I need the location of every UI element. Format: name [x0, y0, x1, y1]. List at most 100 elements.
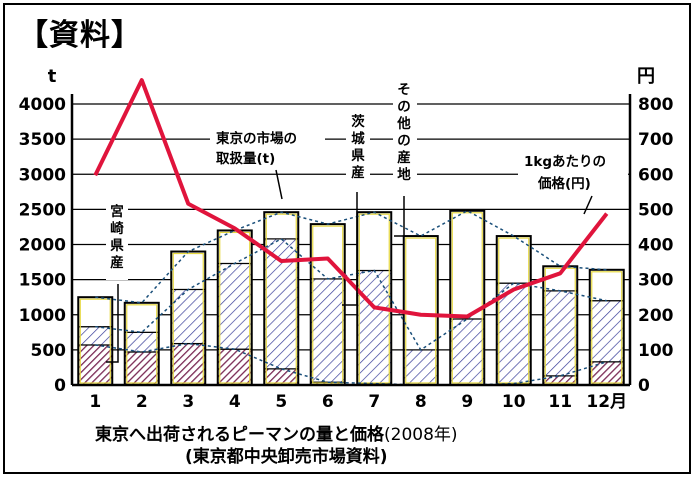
bar-rim [544, 267, 576, 384]
document-title: 【資料】 [18, 18, 142, 53]
bar-segment [124, 302, 160, 333]
annotation-other: そ [397, 82, 411, 98]
x-tick-label: 5 [275, 392, 287, 412]
annotation-other: の [397, 99, 411, 115]
annotation-bg [346, 110, 370, 190]
bar-segment [542, 375, 578, 386]
leader-line [275, 169, 283, 200]
annotation-bg [106, 200, 128, 280]
right-axis-unit: 円 [637, 66, 655, 87]
bar-rim [79, 298, 111, 384]
chart-source: (東京都中央卸売市場資料) [185, 446, 388, 467]
x-tick-label: 6 [322, 392, 334, 412]
dashed-connector [95, 209, 607, 304]
dashed-connector [95, 342, 607, 386]
chart-title-main: 東京へ出荷されるピーマンの量と価格 [95, 424, 385, 445]
annotation-miyazaki: 産 [110, 254, 124, 271]
bar-segment [217, 348, 253, 386]
bar-segment [356, 211, 392, 272]
bar-segment [77, 326, 113, 346]
bar-segment [170, 250, 206, 291]
x-tick-label: 3 [182, 392, 194, 412]
annotation-market-volume: 東京の市場の [216, 130, 297, 147]
bar-segment [124, 351, 160, 386]
chart-title-year: (2008年) [384, 425, 458, 445]
y-right-tick-label: 0 [638, 376, 650, 396]
x-tick-label: 4 [229, 392, 241, 412]
bar-segment [170, 288, 206, 345]
y-left-tick-label: 3000 [19, 165, 66, 185]
x-tick-label: 1 [89, 392, 101, 412]
y-right-tick-label: 300 [638, 271, 674, 291]
annotation-miyazaki: 宮 [110, 203, 124, 220]
annotation-ibaraki: 茨 [351, 113, 365, 130]
bar-segment [263, 238, 299, 370]
chart-title: 東京へ出荷されるピーマンの量と価格(2008年) [95, 424, 458, 445]
x-tick-label: 10 [502, 392, 526, 412]
bar-segment [589, 361, 625, 386]
annotation-bg [518, 150, 628, 194]
dashed-connector [95, 237, 607, 351]
annotation-miyazaki: 崎 [110, 220, 124, 237]
bar-rim [358, 213, 390, 384]
annotation-bg [393, 78, 417, 190]
x-tick-label: 8 [415, 392, 427, 412]
bar-segment [170, 342, 206, 386]
bar-segment [403, 235, 439, 351]
bar-segment [496, 282, 532, 385]
annotation-bg [210, 127, 325, 167]
bar-rim [126, 304, 158, 384]
figure-frame [3, 3, 691, 474]
bar-segment [77, 296, 113, 328]
x-tick-label: 11 [548, 392, 572, 412]
y-left-tick-label: 4000 [19, 95, 66, 115]
bar-rim [591, 271, 623, 384]
bar-segment [310, 278, 346, 383]
y-left-tick-label: 2000 [19, 236, 66, 256]
bar-segment [449, 318, 485, 386]
left-axis-unit: t [48, 66, 57, 87]
x-tick-label: 12月 [586, 392, 627, 412]
price-line [93, 78, 609, 319]
y-right-tick-label: 600 [638, 165, 674, 185]
y-right-tick-label: 800 [638, 95, 674, 115]
y-right-tick-label: 500 [638, 200, 674, 220]
bar-segment [449, 210, 485, 320]
bar-segment [217, 262, 253, 350]
bar-rim [265, 213, 297, 384]
y-right-tick-label: 400 [638, 236, 674, 256]
x-tick-label: 7 [368, 392, 380, 412]
y-right-tick-label: 200 [638, 306, 674, 326]
bar-rim [219, 231, 251, 384]
annotation-ibaraki: 産 [351, 164, 365, 181]
annotation-miyazaki: 県 [110, 238, 124, 254]
bar-segment [356, 269, 392, 385]
x-tick-label: 9 [461, 392, 473, 412]
y-left-tick-label: 500 [31, 341, 67, 361]
y-left-tick-label: 1000 [19, 306, 66, 326]
leader-line [342, 192, 358, 306]
y-left-tick-label: 1500 [19, 271, 66, 291]
bar-rim [172, 252, 204, 384]
bar-segment [77, 344, 113, 386]
y-left-tick-label: 3500 [19, 130, 66, 150]
leader-line [394, 196, 405, 237]
leader-line [106, 284, 119, 363]
bar-segment [496, 235, 532, 284]
bar-segment [124, 331, 160, 353]
leader-line [583, 195, 593, 215]
annotation-ibaraki: 城 [351, 130, 365, 147]
annotation-other: の [397, 133, 411, 149]
annotation-ibaraki: 県 [351, 148, 365, 164]
annotation-other: 産 [397, 149, 411, 166]
bar-segment [589, 300, 625, 363]
annotation-price: 1kgあたりの [524, 154, 606, 170]
annotation-market-volume: 取扱量(t) [216, 150, 275, 167]
y-left-tick-label: 2500 [19, 200, 66, 220]
y-right-tick-label: 700 [638, 130, 674, 150]
bar-segment [403, 349, 439, 386]
annotation-price: 価格(円) [537, 175, 591, 192]
x-tick-label: 2 [136, 392, 148, 412]
annotation-other: 地 [397, 166, 411, 183]
